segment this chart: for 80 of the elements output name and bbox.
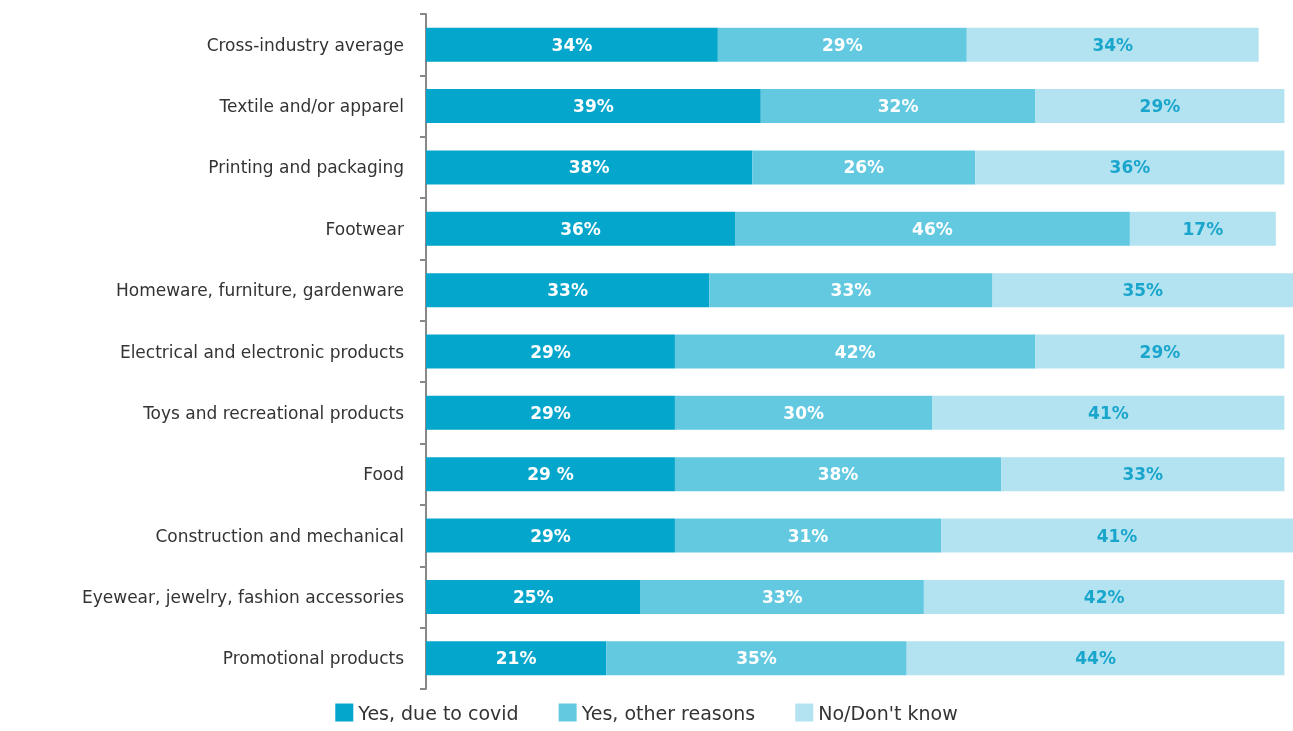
- bar: [426, 27, 718, 62]
- bar: [975, 150, 1285, 185]
- bar: [1035, 89, 1285, 124]
- data-label: 41%: [1088, 402, 1129, 423]
- y-tick-label: Electrical and electronic products: [119, 341, 405, 362]
- data-label: 29%: [1139, 96, 1181, 117]
- y-tick-label: Textile and/or apparel: [218, 96, 404, 117]
- bar: [606, 641, 907, 676]
- bar: [426, 641, 607, 676]
- data-label: 34%: [1092, 34, 1134, 55]
- bar: [709, 273, 993, 308]
- bar: [426, 395, 675, 430]
- data-label: 29 %: [527, 464, 574, 485]
- bar: [752, 150, 976, 185]
- data-label: 31%: [787, 525, 829, 546]
- data-label: 29%: [530, 402, 571, 423]
- bar: [674, 518, 942, 553]
- bar: [426, 89, 761, 124]
- data-label: 35%: [736, 648, 777, 669]
- y-tick-label: Construction and mechanical: [155, 525, 404, 546]
- y-tick-label: Footwear: [325, 218, 404, 239]
- data-label: 42%: [834, 341, 876, 362]
- data-label: 35%: [1122, 280, 1164, 301]
- y-tick-label: Toys and recreational products: [142, 402, 405, 423]
- data-label: 34%: [551, 34, 593, 55]
- data-label: 29%: [821, 34, 863, 55]
- bar: [426, 273, 710, 308]
- bar: [426, 211, 736, 246]
- y-tick-label: Promotional products: [222, 648, 405, 669]
- bar: [426, 579, 641, 614]
- y-tick-label: Homeware, furniture, gardenware: [116, 280, 404, 301]
- data-label: 29%: [530, 525, 571, 546]
- bar: [674, 395, 933, 430]
- data-label: 39%: [573, 96, 614, 117]
- data-label: 44%: [1075, 648, 1116, 669]
- data-label: 32%: [877, 96, 919, 117]
- data-label: 41%: [1096, 525, 1138, 546]
- y-tick-label: Cross-industry average: [206, 34, 404, 55]
- bar: [735, 211, 1130, 246]
- bar: [760, 89, 1036, 124]
- bar: [1001, 457, 1285, 492]
- y-tick-label: Printing and packaging: [208, 157, 404, 178]
- data-label: 30%: [783, 402, 825, 423]
- legend-label: No/Don't know: [818, 701, 958, 724]
- bar: [426, 518, 675, 553]
- data-label: 33%: [830, 280, 872, 301]
- data-label: 38%: [568, 157, 610, 178]
- y-tick-label: Food: [363, 464, 404, 485]
- data-label: 42%: [1083, 586, 1125, 607]
- bar: [674, 457, 1002, 492]
- bar: [426, 457, 675, 492]
- data-label: 17%: [1182, 218, 1224, 239]
- bar: [717, 27, 967, 62]
- bar: [426, 150, 753, 185]
- data-label: 38%: [817, 464, 859, 485]
- bar: [941, 518, 1293, 553]
- data-label: 33%: [1122, 464, 1164, 485]
- bar: [966, 27, 1259, 62]
- bar: [923, 579, 1285, 614]
- bar: [674, 334, 1036, 369]
- y-tick-label: Eyewear, jewelry, fashion accessories: [81, 586, 405, 607]
- bar: [992, 273, 1293, 308]
- data-label: 26%: [843, 157, 885, 178]
- data-label: 36%: [1109, 157, 1151, 178]
- legend-label: Yes, due to covid: [357, 701, 519, 724]
- bar: [640, 579, 924, 614]
- data-label: 29%: [530, 341, 571, 362]
- bar: [1035, 334, 1285, 369]
- legend-label: Yes, other reasons: [580, 701, 756, 724]
- bar: [426, 334, 675, 369]
- data-label: 21%: [495, 648, 537, 669]
- bar: [1129, 211, 1276, 246]
- data-label: 29%: [1139, 341, 1181, 362]
- bar: [906, 641, 1285, 676]
- data-label: 36%: [560, 218, 601, 239]
- data-label: 33%: [761, 586, 803, 607]
- bar: [932, 395, 1285, 430]
- data-label: 33%: [547, 280, 588, 301]
- data-label: 25%: [512, 586, 554, 607]
- data-label: 46%: [912, 218, 953, 239]
